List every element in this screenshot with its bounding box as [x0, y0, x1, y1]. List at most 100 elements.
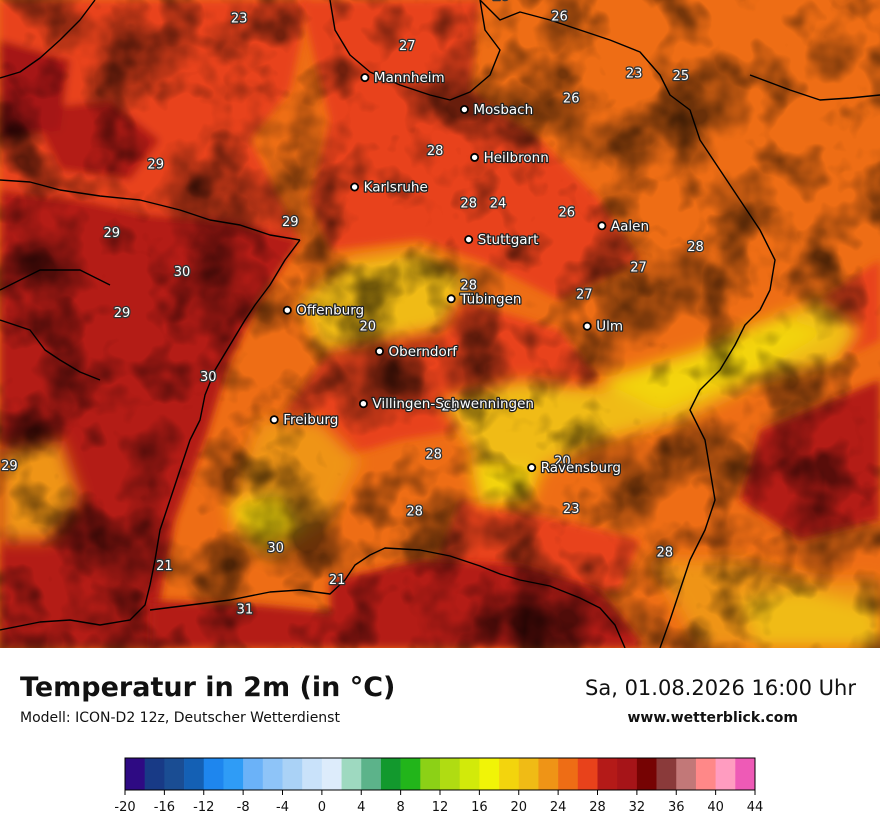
temperature-value: 28	[460, 197, 477, 212]
city-marker: Offenburg	[282, 301, 365, 320]
city-dot	[597, 221, 607, 231]
city-marker: Mosbach	[459, 101, 534, 119]
borders	[0, 0, 880, 648]
temperature-value: 27	[630, 260, 647, 275]
city-marker: Karlsruhe	[350, 178, 429, 197]
border-rhine	[0, 239, 301, 631]
city-dot	[269, 415, 279, 425]
temperature-value: 29	[1, 459, 18, 474]
city-label: Heilbronn	[484, 150, 549, 166]
legend-swatch	[184, 758, 205, 790]
border-west-dept-2	[0, 269, 111, 291]
temperature-value: 21	[156, 559, 173, 574]
legend-swatch	[440, 758, 460, 790]
border-state-north	[0, 0, 96, 79]
legend-tick-label: 16	[471, 800, 488, 815]
footer-panel: Temperatur in 2m (in °C) Modell: ICON-D2…	[0, 648, 880, 830]
temperature-value: 28	[687, 240, 704, 255]
city-dot	[360, 73, 370, 83]
legend-tick-label: 20	[510, 800, 527, 815]
temperature-value: 26	[493, 0, 510, 4]
legend-tick-label: 44	[747, 800, 764, 815]
legend-swatch	[617, 758, 638, 790]
legend-swatch	[558, 758, 579, 790]
city-dot	[350, 182, 360, 192]
city-dot	[464, 234, 474, 244]
legend-swatch	[361, 758, 382, 790]
legend-tick-label: -20	[114, 800, 135, 815]
temperature-value: 25	[673, 69, 690, 84]
city-marker: Freiburg	[269, 411, 340, 430]
temperature-value: 28	[425, 447, 442, 462]
city-dot	[527, 463, 537, 473]
legend-swatch	[164, 758, 185, 790]
temperature-value: 20	[554, 454, 571, 469]
temperature-value: 28	[406, 504, 423, 519]
map-title: Temperatur in 2m (in °C)	[20, 672, 396, 703]
border-switzerland	[149, 547, 626, 648]
legend-tick-label: 40	[707, 800, 724, 815]
legend-swatch	[518, 758, 539, 790]
legend-swatch	[499, 758, 520, 790]
temperature-value: 26	[559, 206, 576, 221]
temperature-value: 29	[282, 215, 299, 230]
temperature-value: 23	[563, 502, 580, 517]
legend-swatch	[715, 758, 736, 790]
city-marker: Tübingen	[446, 290, 523, 309]
legend-tick-label: -16	[154, 800, 175, 815]
city-dot	[282, 305, 292, 315]
legend-swatch	[341, 758, 362, 790]
legend-tick-label: 32	[629, 800, 646, 815]
temperature-value: 28	[427, 144, 444, 159]
city-dot	[446, 294, 456, 304]
city-label: Villingen-Schwenningen	[372, 396, 534, 412]
city-label: Freiburg	[283, 412, 338, 428]
city-dot	[358, 399, 368, 409]
legend-tick-label: 24	[550, 800, 567, 815]
border-hesse	[329, 0, 501, 101]
temperature-value: 31	[237, 603, 254, 618]
temperature-value: 30	[200, 370, 217, 385]
legend-swatch	[243, 758, 264, 790]
city-label: Tübingen	[459, 291, 521, 307]
city-marker: Mannheim	[360, 69, 446, 87]
temperature-value: 23	[231, 12, 248, 27]
legend-swatch	[144, 758, 165, 790]
city-label: Aalen	[611, 218, 649, 234]
legend-tick-label: -4	[276, 800, 289, 815]
city-marker: Heilbronn	[470, 149, 550, 167]
forecast-datetime: Sa, 01.08.2026 16:00 Uhr	[585, 676, 856, 700]
city-label: Oberndorf	[389, 344, 459, 360]
temperature-value: 29	[104, 226, 121, 241]
temperature-value: 30	[267, 541, 284, 556]
legend-tick-label: -8	[237, 800, 250, 815]
city-marker: Villingen-Schwenningen	[358, 395, 535, 414]
temperature-value: 29	[114, 306, 131, 321]
city-dot	[374, 346, 384, 356]
legend-swatch	[380, 758, 401, 790]
city-marker: Oberndorf	[374, 342, 460, 361]
legend-swatch	[479, 758, 500, 790]
city-marker: Stuttgart	[464, 231, 540, 249]
legend-swatch	[262, 758, 283, 790]
legend-tick-label: 8	[396, 800, 404, 815]
legend-swatch	[695, 758, 716, 790]
legend-swatch	[597, 758, 618, 790]
temperature-value: 24	[490, 197, 507, 212]
city-label: Stuttgart	[478, 232, 539, 248]
city-label: Ulm	[596, 319, 623, 335]
legend-swatch	[282, 758, 303, 790]
temperature-value: 28	[657, 546, 674, 561]
temperature-value: 30	[174, 265, 191, 280]
legend-swatch	[636, 758, 657, 790]
legend-swatch	[302, 758, 323, 790]
legend-tick-label: 28	[589, 800, 606, 815]
website-link[interactable]: www.wetterblick.com	[627, 710, 799, 726]
city-marker: Aalen	[597, 217, 650, 236]
legend-tick-label: 4	[357, 800, 365, 815]
temperature-value: 28	[441, 400, 458, 415]
city-markers: Mannheim Mosbach Heilbronn Karlsruhe Stuttga…	[269, 69, 650, 477]
border-bavaria-north	[479, 0, 776, 648]
legend-swatch	[538, 758, 559, 790]
color-legend: -20 -16 -12 -8 -4 0 4 8 12 16 20 24 28 32 36 40 44	[114, 757, 764, 815]
